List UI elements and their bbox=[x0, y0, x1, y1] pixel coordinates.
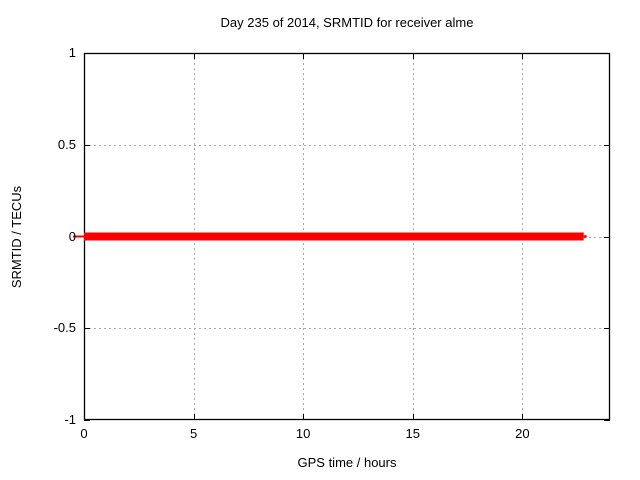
y-tick-label--0.5: -0.5 bbox=[53, 320, 76, 336]
x-tick-label-20: 20 bbox=[515, 426, 530, 441]
x-tick-label-10: 10 bbox=[295, 426, 311, 441]
y-tick-label-0: 0 bbox=[68, 228, 76, 244]
chart-title: Day 235 of 2014, SRMTID for receiver alm… bbox=[220, 15, 474, 30]
y-tick-label--1: -1 bbox=[64, 412, 76, 427]
y-tick-label-0.5: 0.5 bbox=[57, 136, 76, 152]
y-tick-label-1: 1 bbox=[68, 45, 76, 60]
x-tick-label-15: 15 bbox=[405, 426, 420, 441]
x-axis-label: GPS time / hours bbox=[297, 455, 397, 470]
x-tick-label-5: 5 bbox=[189, 426, 198, 441]
x-tick-label-0: 0 bbox=[80, 426, 88, 441]
